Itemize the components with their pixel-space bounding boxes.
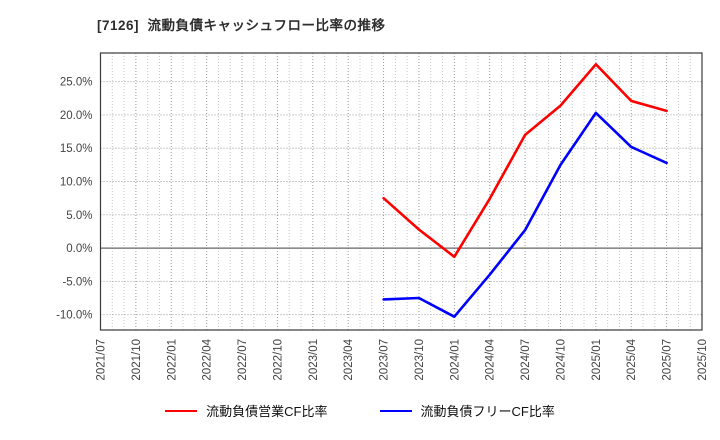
- x-axis-tick-label: 2025/10: [697, 339, 709, 381]
- x-axis-tick-label: 2022/10: [272, 339, 284, 381]
- x-axis-tick-label: 2025/07: [662, 339, 674, 381]
- x-axis-tick-label: 2024/07: [520, 339, 532, 381]
- y-axis-tick-label: 15.0%: [60, 143, 93, 155]
- series-line: [382, 111, 668, 319]
- y-axis-tick-label: 25.0%: [60, 77, 93, 89]
- y-axis-tick-label: 5.0%: [66, 210, 92, 222]
- x-axis-tick-label: 2023/04: [343, 338, 355, 380]
- x-axis-tick-label: 2023/10: [414, 339, 426, 381]
- legend-item-free-cf: 流動負債フリーCF比率: [379, 401, 555, 420]
- y-axis-tick-label: -5.0%: [62, 276, 92, 288]
- x-axis-tick-label: 2021/10: [131, 339, 143, 381]
- y-axis-tick-label: -10.0%: [56, 310, 92, 322]
- x-axis-tick-label: 2022/01: [166, 339, 178, 381]
- x-axis-tick-label: 2023/01: [308, 339, 320, 381]
- red-line-swatch: [165, 409, 198, 412]
- y-axis-tick-label: 10.0%: [60, 177, 93, 189]
- x-axis-tick-label: 2022/07: [237, 339, 249, 381]
- x-axis-tick-label: 2024/10: [556, 339, 568, 381]
- x-axis-tick-label: 2021/07: [96, 339, 108, 381]
- blue-line-swatch: [379, 409, 412, 412]
- chart-legend: 流動負債営業CF比率 流動負債フリーCF比率: [0, 401, 720, 420]
- x-axis-tick-label: 2024/01: [449, 339, 461, 381]
- y-axis-tick-label: 0.0%: [66, 243, 92, 255]
- series-line: [382, 63, 668, 259]
- x-axis-tick-label: 2025/01: [591, 339, 603, 381]
- x-axis-tick-label: 2022/04: [202, 338, 214, 380]
- x-axis-tick-label: 2024/04: [485, 338, 497, 380]
- legend-label: 流動負債営業CF比率: [206, 404, 328, 419]
- chart-title: [7126] 流動負債キャッシュフロー比率の推移: [97, 18, 386, 33]
- legend-label: 流動負債フリーCF比率: [420, 404, 555, 419]
- plot-frame: [99, 52, 703, 331]
- legend-item-operating-cf: 流動負債営業CF比率: [165, 401, 328, 420]
- x-axis-tick-label: 2025/04: [626, 338, 638, 380]
- y-axis-tick-label: 20.0%: [60, 110, 93, 122]
- x-axis-tick-label: 2023/07: [379, 339, 391, 381]
